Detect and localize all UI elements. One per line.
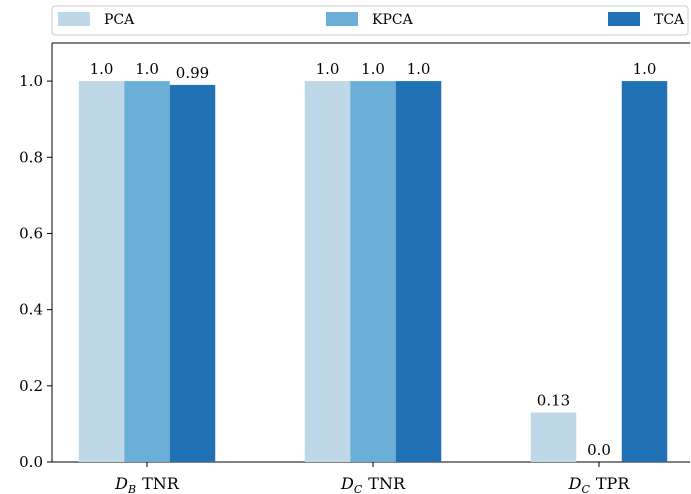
- y-tick-label: 1.0: [19, 72, 43, 90]
- bar-value-label: 0.13: [537, 391, 570, 409]
- bar-tca-2: [621, 81, 668, 462]
- y-tick-label: 0.0: [19, 453, 43, 471]
- y-tick-label: 0.4: [19, 301, 43, 319]
- bar-value-label: 1.0: [633, 60, 657, 78]
- bars: [78, 81, 668, 463]
- legend-swatch-kpca: [326, 12, 358, 26]
- x-tick-label: DC TPR: [568, 474, 631, 494]
- bar-pca-0: [78, 81, 125, 462]
- legend-frame: [51, 5, 689, 36]
- bar-tca-1: [395, 81, 442, 462]
- legend-label-tca: TCA: [654, 12, 685, 28]
- bar-pca-2: [530, 412, 577, 462]
- legend-swatch-pca: [58, 12, 90, 26]
- bar-value-label: 1.0: [316, 60, 340, 78]
- bar-value-label: 1.0: [361, 60, 385, 78]
- bar-value-label: 1.0: [407, 60, 431, 78]
- bar-value-label: 1.0: [135, 60, 159, 78]
- y-tick-label: 0.2: [19, 377, 43, 395]
- x-tick-labels: DB TNR DC TNR DC TPR: [114, 462, 630, 494]
- y-tick-label: 0.8: [19, 148, 43, 166]
- x-tick-label: DC TNR: [340, 474, 406, 494]
- bar-tca-0: [169, 84, 216, 463]
- y-tick-label: 0.6: [19, 224, 43, 242]
- legend-swatch-tca: [608, 12, 640, 26]
- legend-label-pca: PCA: [104, 12, 135, 28]
- bar-pca-1: [304, 81, 351, 462]
- legend-label-kpca: KPCA: [372, 12, 414, 28]
- y-ticks: 0.0 0.2 0.4 0.6 0.8 1.0: [19, 72, 52, 471]
- x-tick-label: DB TNR: [114, 474, 180, 494]
- bar-kpca-1: [350, 81, 396, 462]
- legend: PCA KPCA TCA: [51, 5, 689, 36]
- bar-labels: 1.0 1.0 0.13 1.0 1.0 0.0 0.99 1.0 1.0: [90, 60, 657, 459]
- bar-kpca-0: [124, 81, 170, 462]
- bar-value-label: 0.0: [587, 441, 611, 459]
- bar-value-label: 0.99: [176, 64, 209, 82]
- bar-value-label: 1.0: [90, 60, 114, 78]
